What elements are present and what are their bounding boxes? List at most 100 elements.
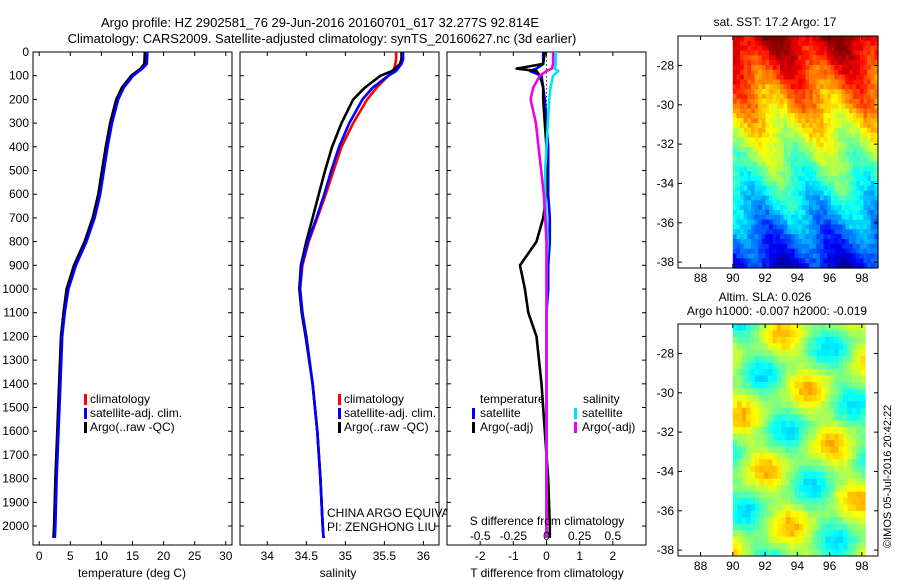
heatmap-cell: [834, 156, 839, 163]
heatmap-cell: [841, 79, 846, 85]
heatmap-cell: [740, 74, 745, 81]
heatmap-cell: [863, 200, 868, 206]
heatmap-cell: [870, 45, 875, 52]
heatmap-cell: [847, 349, 853, 357]
heatmap-cell: [743, 263, 748, 269]
heatmap-cell: [794, 382, 800, 389]
heatmap-cell: [812, 465, 818, 473]
heatmap-cell: [816, 362, 822, 370]
heatmap-cell: [794, 543, 800, 551]
heatmap-cell: [765, 156, 770, 163]
heatmap-cell: [830, 263, 835, 269]
heatmap-cell: [780, 79, 785, 85]
heatmap-cell: [769, 210, 774, 216]
heatmap-cell: [819, 127, 825, 134]
heatmap-cell: [763, 343, 769, 351]
heatmap-cell: [816, 369, 822, 377]
heatmap-cell: [763, 549, 769, 557]
heatmap-cell: [856, 472, 862, 480]
heatmap-cell: [838, 132, 843, 139]
heatmap-cell: [761, 200, 767, 206]
heatmap-cell: [849, 210, 854, 216]
heatmap-cell: [765, 166, 770, 172]
temperature-panel: 0 5 10 15 20 25 300100200300400500600700800900…: [2, 45, 232, 580]
heatmap-cell: [761, 156, 767, 163]
heatmap-cell: [787, 190, 792, 197]
heatmap-cell: [790, 147, 796, 153]
heatmap-cell: [841, 50, 846, 56]
heatmap-cell: [860, 549, 866, 557]
heatmap-cell: [816, 219, 821, 226]
heatmap-cell: [758, 185, 763, 192]
heatmap-cell: [737, 517, 743, 525]
heatmap-cell: [859, 190, 865, 197]
heatmap-cell: [834, 485, 840, 493]
heatmap-cell: [776, 147, 781, 153]
heatmap-cell: [787, 147, 792, 153]
heatmap-cell: [754, 94, 759, 100]
heatmap-cell: [867, 224, 872, 230]
heatmap-cell: [743, 195, 748, 201]
heatmap-cell: [851, 549, 857, 557]
heatmap-cell: [827, 118, 832, 124]
heatmap-cell: [754, 382, 760, 389]
heatmap-cell: [823, 185, 828, 192]
heatmap-cell: [785, 375, 791, 383]
heatmap-cell: [736, 108, 741, 114]
heatmap-cell: [790, 185, 796, 192]
heatmap-cell: [751, 147, 756, 153]
heatmap-cell: [830, 69, 835, 76]
heatmap-cell: [799, 369, 804, 377]
heatmap-cell: [830, 94, 835, 100]
heatmap-cell: [859, 156, 865, 163]
heatmap-cell: [763, 543, 769, 551]
heatmap-cell: [769, 127, 774, 134]
heatmap-cell: [827, 243, 832, 250]
heatmap-cell: [776, 50, 781, 56]
heatmap-cell: [863, 45, 868, 52]
heatmap-cell: [805, 65, 810, 71]
heatmap-cell: [845, 214, 850, 221]
heatmap-cell: [741, 504, 747, 512]
heatmap-cell: [838, 356, 844, 364]
heatmap-cell: [732, 427, 738, 435]
heatmap-cell: [769, 132, 774, 139]
heatmap-cell: [741, 433, 747, 441]
y-tick-label: 600: [9, 187, 29, 201]
heatmap-cell: [798, 36, 803, 42]
heatmap-cell: [776, 156, 781, 163]
heatmap-cell: [856, 60, 861, 66]
heatmap-cell: [761, 89, 767, 95]
heatmap-cell: [754, 190, 759, 197]
heatmap-cell: [761, 40, 767, 47]
heatmap-cell: [751, 142, 756, 148]
heatmap-cell: [761, 36, 767, 42]
heatmap-cell: [740, 79, 745, 85]
heatmap-cell: [732, 176, 737, 182]
heatmap-cell: [849, 40, 854, 47]
heatmap-cell: [765, 243, 770, 250]
heatmap-cell: [781, 433, 787, 441]
heatmap-cell: [732, 549, 738, 557]
heatmap-cell: [843, 433, 849, 441]
heatmap-cell: [772, 504, 778, 512]
heatmap-cell: [761, 185, 767, 192]
heatmap-cell: [763, 407, 769, 415]
heatmap-cell: [769, 79, 774, 85]
heatmap-cell: [747, 55, 752, 61]
heatmap-cell: [859, 74, 865, 81]
heatmap-cell: [743, 45, 748, 52]
heatmap-cell: [859, 176, 865, 182]
heatmap-cell: [776, 190, 781, 197]
heatmap-cell: [845, 127, 850, 134]
heatmap-cell: [750, 362, 756, 370]
heatmap-cell: [772, 210, 777, 216]
heatmap-cell: [758, 171, 763, 177]
heatmap-cell: [838, 152, 843, 158]
heatmap-cell: [736, 40, 741, 47]
legend-label-satellite: satellite-adj. clim.: [344, 406, 436, 420]
heatmap-cell: [798, 79, 803, 85]
heatmap-cell: [856, 523, 862, 531]
heatmap-cell: [812, 433, 818, 441]
heatmap-cell: [732, 142, 737, 148]
